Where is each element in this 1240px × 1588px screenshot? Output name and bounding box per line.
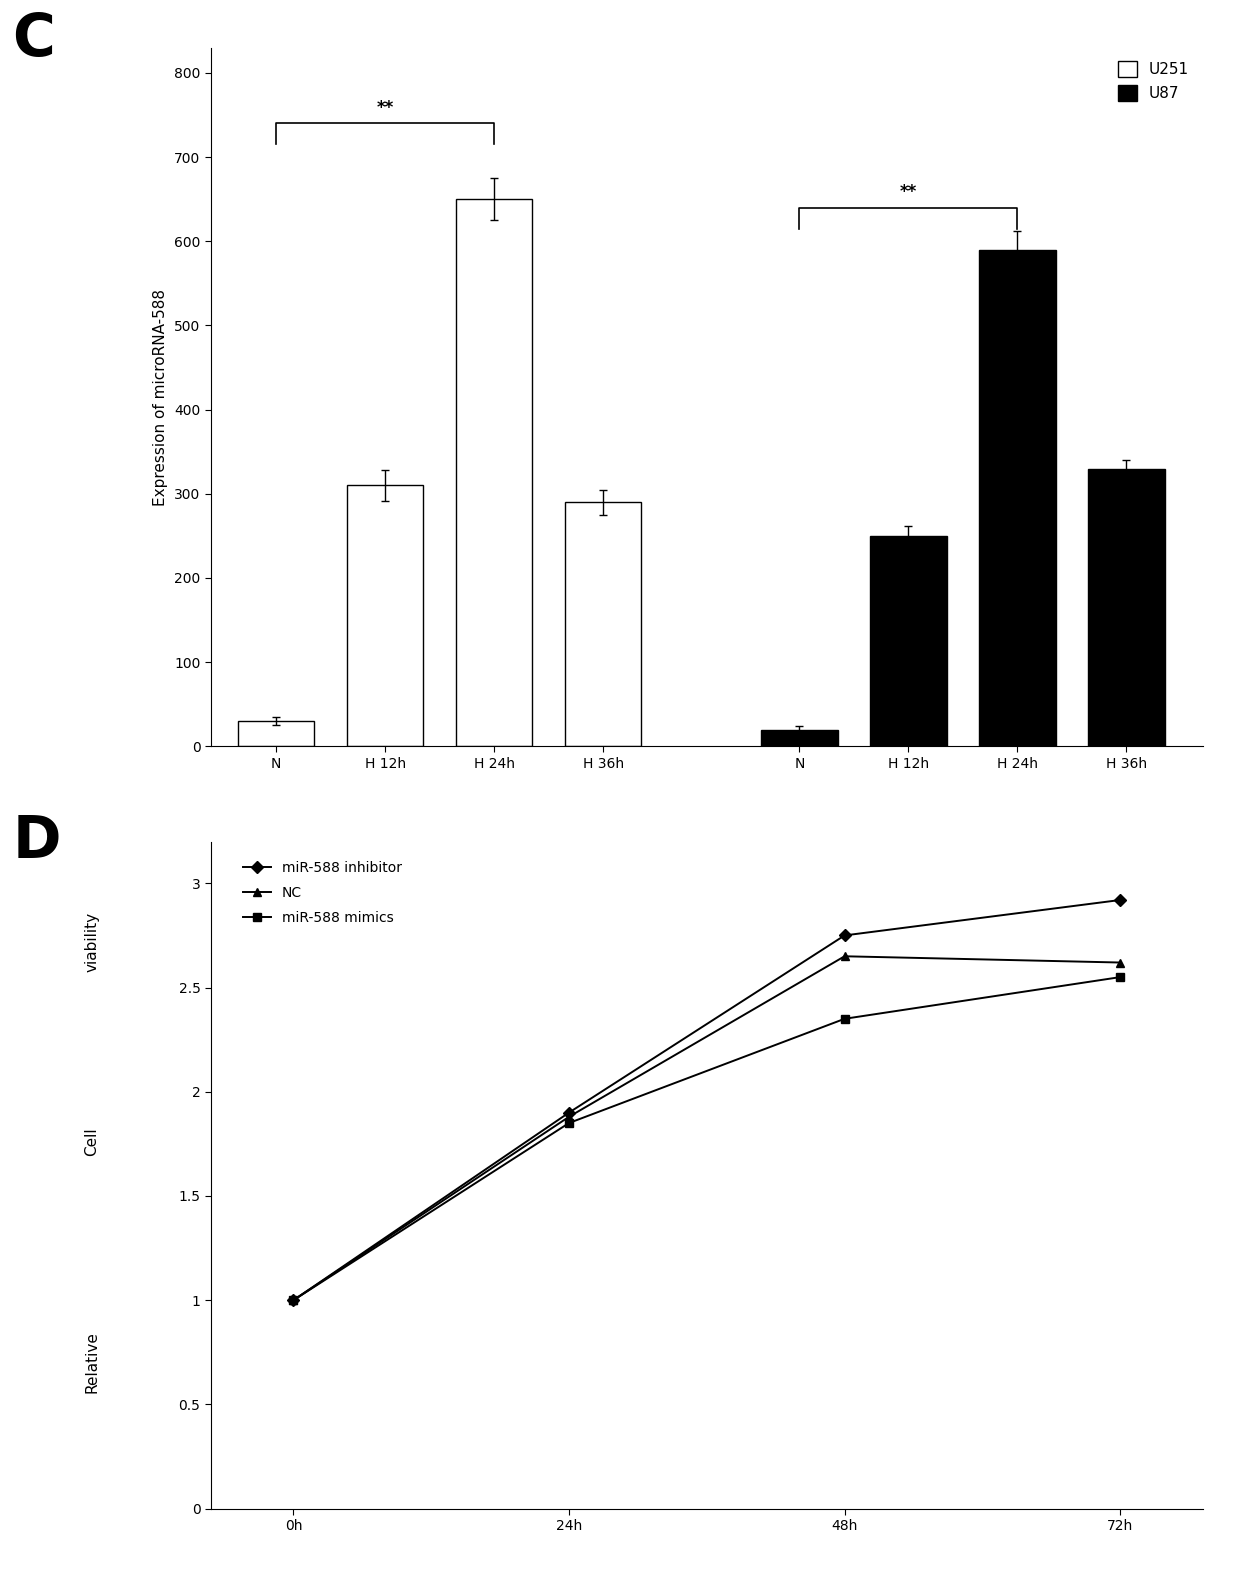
Y-axis label: Expression of microRNA-588: Expression of microRNA-588 [154, 289, 169, 505]
Text: Relative: Relative [84, 1331, 99, 1393]
Legend: miR-588 inhibitor, NC, miR-588 mimics: miR-588 inhibitor, NC, miR-588 mimics [238, 856, 408, 931]
Text: **: ** [900, 183, 918, 200]
Bar [238, 721, 315, 746]
Line: miR-588 inhibitor: miR-588 inhibitor [289, 896, 1125, 1304]
Bar [347, 486, 423, 746]
miR-588 mimics [286, 1291, 301, 1310]
miR-588 mimics [837, 1010, 852, 1029]
miR-588 inhibitor [1112, 891, 1127, 910]
NC [1112, 953, 1127, 972]
miR-588 inhibitor [562, 1104, 577, 1123]
Text: Cell: Cell [84, 1127, 99, 1156]
miR-588 mimics [1112, 967, 1127, 986]
Bar [1089, 468, 1164, 746]
miR-588 inhibitor [286, 1291, 301, 1310]
Line: miR-588 mimics: miR-588 mimics [289, 973, 1125, 1304]
Bar [565, 502, 641, 746]
Text: C: C [12, 11, 55, 68]
Legend: U251, U87: U251, U87 [1112, 56, 1195, 106]
miR-588 inhibitor [837, 926, 852, 945]
miR-588 mimics [562, 1113, 577, 1132]
NC [286, 1291, 301, 1310]
NC [837, 946, 852, 966]
Bar [870, 535, 946, 746]
Text: **: ** [377, 98, 394, 116]
Bar [980, 249, 1055, 746]
Bar [761, 729, 837, 746]
Text: viability: viability [84, 912, 99, 972]
NC [562, 1107, 577, 1126]
Bar [456, 198, 532, 746]
Text: D: D [12, 813, 61, 870]
Line: NC: NC [289, 953, 1125, 1304]
